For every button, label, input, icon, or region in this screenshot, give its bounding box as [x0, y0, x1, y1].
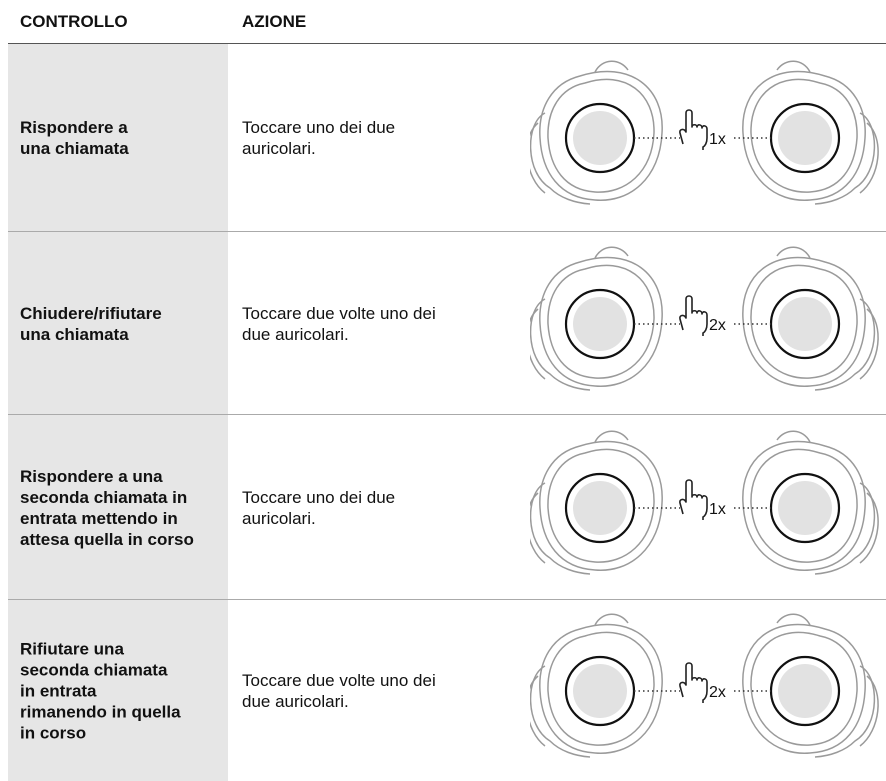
control-line: in corso — [20, 723, 87, 742]
table-row: Rispondere a una chiamata Toccare uno dei … — [8, 44, 886, 232]
earbud-illustration: 1x — [530, 430, 879, 575]
control-line: seconda chiamata in — [20, 487, 188, 507]
control-text: Chiudere/rifiutare una chiamata — [20, 303, 162, 345]
control-line: Rifiutare una — [20, 639, 124, 658]
earbud-illustration: 1x — [530, 60, 879, 205]
control-line: Chiudere/rifiutare — [20, 303, 162, 323]
tap-count: 1x — [709, 501, 726, 518]
tap-count: 2x — [709, 684, 726, 701]
row-separator — [8, 231, 886, 232]
control-cell: Rifiutare una seconda chiamata in entrata r… — [8, 600, 228, 781]
control-line: una chiamata — [20, 139, 129, 158]
earbud-illustration: 2x — [530, 613, 879, 758]
tap-count: 2x — [709, 317, 726, 334]
action-line: Toccare due volte uno dei — [242, 303, 436, 323]
header-action: AZIONE — [242, 12, 307, 31]
control-line: Rispondere a una — [20, 466, 163, 486]
control-line: rimanendo in quella — [20, 702, 181, 721]
row-separator — [8, 599, 886, 600]
action-line: due auricolari. — [242, 324, 349, 344]
control-line: attesa quella in corso — [20, 529, 194, 549]
tap-count: 1x — [709, 131, 726, 148]
action-text: Toccare due volte uno dei due auricolari. — [242, 303, 436, 345]
action-line: Toccare uno dei due — [242, 487, 396, 507]
control-line: entrata mettendo in — [20, 508, 178, 528]
control-line: una chiamata — [20, 324, 129, 344]
control-text: Rispondere a una seconda chiamata in entra… — [20, 466, 194, 550]
action-text: Toccare uno dei due auricolari. — [242, 487, 395, 529]
action-line: due auricolari. — [242, 691, 349, 711]
action-line: auricolari. — [242, 508, 316, 528]
earbud-illustration: 2x — [530, 246, 879, 391]
row-separator — [8, 414, 886, 415]
control-line: in entrata — [20, 681, 97, 700]
action-line: auricolari. — [242, 139, 316, 158]
header-control: CONTROLLO — [20, 12, 128, 31]
table-row: Rifiutare una seconda chiamata in entrata r… — [8, 600, 886, 781]
control-line: seconda chiamata — [20, 660, 168, 679]
action-text: Toccare due volte uno dei due auricolari. — [242, 670, 436, 712]
control-text: Rifiutare una seconda chiamata in entrata r… — [20, 638, 181, 743]
control-text: Rispondere a una chiamata — [20, 117, 129, 159]
control-cell: Rispondere a una seconda chiamata in entra… — [8, 415, 228, 600]
table-row: Rispondere a una seconda chiamata in entra… — [8, 415, 886, 600]
action-text: Toccare uno dei due auricolari. — [242, 117, 395, 159]
control-line: Rispondere a — [20, 118, 128, 137]
header-rule — [8, 43, 886, 44]
table-row: Chiudere/rifiutare una chiamata Toccare du… — [8, 232, 886, 415]
action-line: Toccare uno dei due — [242, 118, 396, 137]
action-line: Toccare due volte uno dei — [242, 670, 436, 690]
control-cell: Chiudere/rifiutare una chiamata — [8, 232, 228, 415]
control-cell: Rispondere a una chiamata — [8, 44, 228, 232]
